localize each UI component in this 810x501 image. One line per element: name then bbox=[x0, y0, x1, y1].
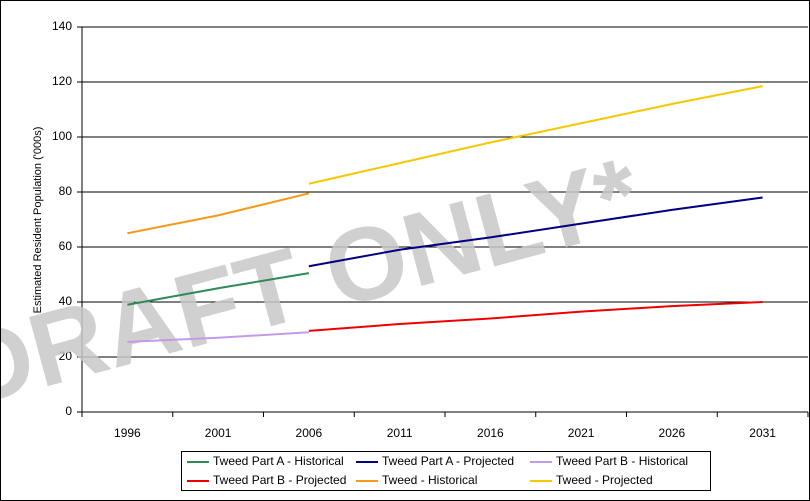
y-tick-label: 40 bbox=[59, 294, 73, 308]
y-tick-label: 140 bbox=[52, 19, 72, 33]
legend-label: Tweed - Historical bbox=[382, 473, 477, 487]
legend-label: Tweed Part B - Projected bbox=[213, 473, 346, 487]
y-axis-label: Estimated Resident Population ('000s) bbox=[32, 127, 44, 314]
series-line bbox=[308, 196, 763, 268]
x-tick-label: 1996 bbox=[114, 426, 141, 440]
series-line bbox=[308, 85, 763, 185]
series-line bbox=[127, 192, 310, 235]
y-tick-label: 0 bbox=[65, 404, 72, 418]
x-tick-label: 2011 bbox=[387, 426, 413, 440]
legend-label: Tweed Part A - Historical bbox=[213, 454, 344, 468]
series-line bbox=[127, 272, 310, 306]
series-line bbox=[127, 331, 309, 343]
y-tick-label: 100 bbox=[52, 129, 72, 143]
legend-box bbox=[181, 451, 711, 491]
x-tick-label: 2031 bbox=[749, 426, 776, 440]
x-tick-label: 2021 bbox=[568, 426, 595, 440]
y-tick-label: 120 bbox=[52, 74, 72, 88]
x-tick-label: 2001 bbox=[205, 426, 232, 440]
legend-label: Tweed Part B - Historical bbox=[556, 454, 688, 468]
y-tick-label: 80 bbox=[59, 184, 73, 198]
y-tick-label: 60 bbox=[59, 239, 73, 253]
legend-label: Tweed - Projected bbox=[556, 473, 653, 487]
x-tick-label: 2006 bbox=[296, 426, 323, 440]
x-tick-label: 2026 bbox=[659, 426, 686, 440]
series-line bbox=[308, 301, 763, 332]
y-tick-label: 20 bbox=[59, 349, 73, 363]
legend-label: Tweed Part A - Projected bbox=[382, 454, 514, 468]
x-tick-label: 2016 bbox=[477, 426, 504, 440]
